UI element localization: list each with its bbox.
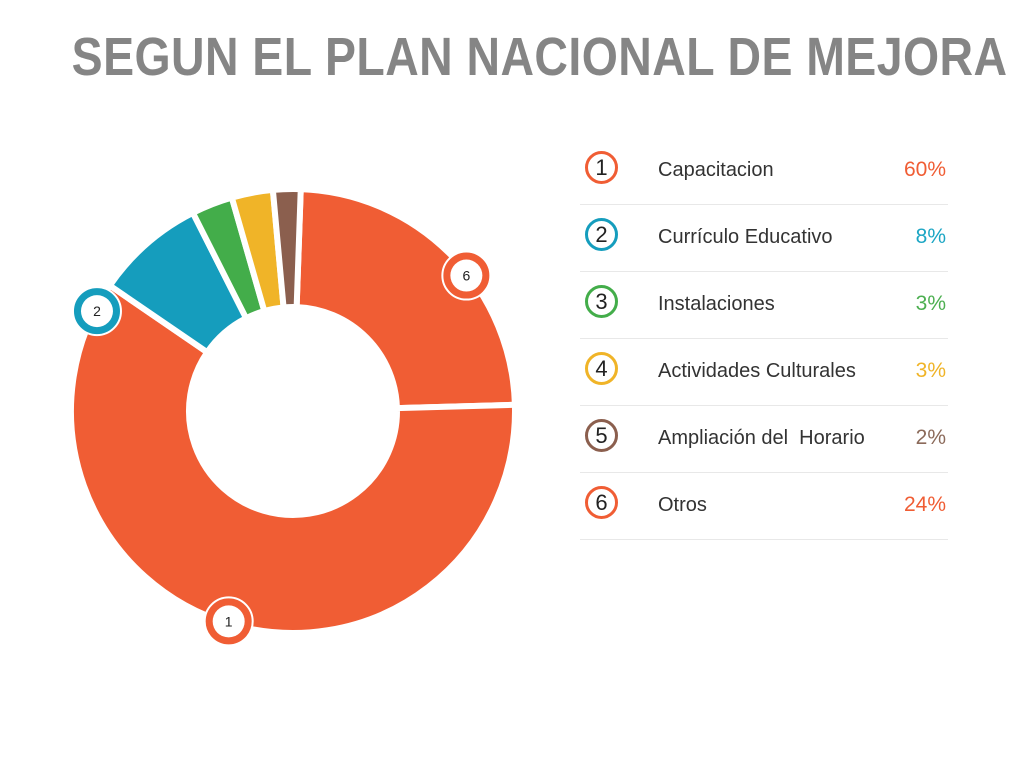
legend-label: Currículo Educativo xyxy=(658,226,833,248)
legend-item-capacitacion: 1 Capacitacion 60% xyxy=(580,138,948,205)
slice-marker-label: 2 xyxy=(93,303,101,319)
legend-value: 24% xyxy=(903,493,946,516)
legend-label: Otros xyxy=(658,494,707,516)
legend-label: Ampliación del Horario xyxy=(658,427,865,449)
legend-item-actividades-culturales: 4 Actividades Culturales 3% xyxy=(580,339,948,406)
legend-item-otros: 6 Otros 24% xyxy=(580,473,948,540)
donut-markers: 1 2 6 xyxy=(71,250,492,647)
legend-value: 60% xyxy=(903,158,946,181)
legend-number-badge: 5 xyxy=(585,419,618,452)
legend-number-badge: 6 xyxy=(585,486,618,519)
chart-legend: 1 Capacitacion 60% 2 Currículo Educativo… xyxy=(580,138,948,540)
donut-slice-6 xyxy=(293,186,518,412)
donut-slices xyxy=(68,186,518,636)
slide-title: SEGUN EL PLAN NACIONAL DE MEJORA xyxy=(71,27,1008,87)
slice-marker-label: 1 xyxy=(225,613,233,629)
legend-item-curriculo-educativo: 2 Currículo Educativo 8% xyxy=(580,205,948,272)
legend-label: Capacitacion xyxy=(658,159,774,181)
slice-marker-6: 6 xyxy=(441,250,492,301)
legend-number-badge: 3 xyxy=(585,285,618,318)
legend-value: 3% xyxy=(915,359,946,382)
legend-label: Instalaciones xyxy=(658,293,775,315)
legend-value: 8% xyxy=(915,225,946,248)
legend-label: Actividades Culturales xyxy=(658,360,856,382)
legend-number-badge: 4 xyxy=(585,352,618,385)
slice-marker-label: 6 xyxy=(462,268,470,284)
legend-number-badge: 1 xyxy=(585,151,618,184)
slice-marker-1: 1 xyxy=(203,596,254,647)
legend-value: 2% xyxy=(915,426,946,449)
donut-slice-1 xyxy=(68,282,518,636)
legend-value: 3% xyxy=(915,292,946,315)
legend-item-instalaciones: 3 Instalaciones 3% xyxy=(580,272,948,339)
legend-item-ampliacion-del-horario: 5 Ampliación del Horario 2% xyxy=(580,406,948,473)
slice-marker-2: 2 xyxy=(71,286,122,337)
legend-number-badge: 2 xyxy=(585,218,618,251)
donut-slice-5 xyxy=(269,186,304,311)
